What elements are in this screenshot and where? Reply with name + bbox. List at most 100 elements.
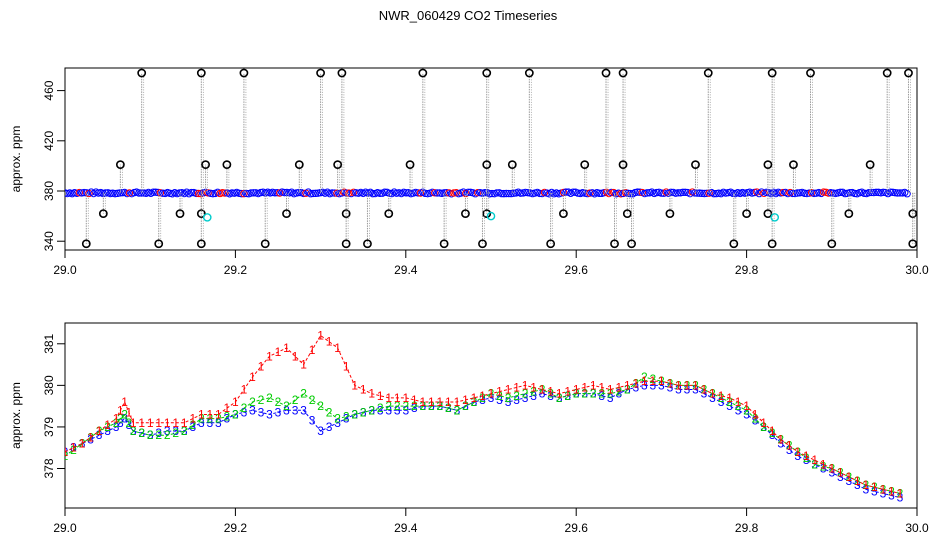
series-point-3: 3	[117, 416, 124, 430]
spike-point-lower	[763, 209, 773, 218]
baseline-point	[703, 189, 711, 197]
y-tick-label: 379	[42, 417, 56, 437]
spike-point-upper	[691, 160, 700, 170]
baseline-point	[65, 189, 69, 197]
baseline-point	[700, 189, 709, 198]
spike-point-high	[316, 68, 325, 78]
series-point-1: 1	[454, 395, 461, 409]
series-point-1: 1	[172, 416, 179, 430]
y-axis-label: approx. ppm	[9, 126, 23, 193]
series-point-1: 1	[241, 383, 248, 397]
series-point-3: 3	[641, 378, 648, 392]
series-point-3: 3	[147, 428, 154, 442]
y-axis-label: approx. ppm	[9, 382, 23, 449]
series-point-3: 3	[880, 486, 887, 500]
series-point-3: 3	[769, 428, 776, 442]
series-point-2: 2	[189, 418, 196, 432]
series-point-2: 2	[121, 407, 128, 421]
series-point-3: 3	[888, 489, 895, 503]
baseline-point	[516, 189, 525, 197]
series-point-1: 1	[411, 393, 418, 407]
baseline-point	[891, 188, 899, 197]
series-point-2: 2	[326, 405, 333, 419]
series-point-2: 2	[334, 412, 341, 426]
series-point-3: 3	[377, 403, 384, 417]
baseline-point	[636, 188, 644, 196]
spike-point-lower	[622, 209, 632, 218]
spike-point-low	[260, 239, 270, 249]
series-point-1: 1	[692, 378, 699, 392]
baseline-point	[850, 189, 859, 198]
baseline-point	[330, 189, 339, 197]
baseline-point	[154, 188, 162, 197]
baseline-point	[793, 189, 802, 197]
series-point-1: 1	[530, 380, 537, 394]
series-point-3: 3	[232, 407, 239, 421]
spike-point-lower	[341, 209, 351, 218]
series-point-2: 2	[130, 424, 137, 438]
series-point-1: 1	[258, 360, 265, 374]
baseline-point	[860, 189, 868, 197]
series-point-3: 3	[87, 432, 94, 446]
x-tick-label: 30.0	[905, 263, 929, 277]
spike-point-upper	[865, 160, 875, 170]
series-point-1: 1	[419, 395, 426, 409]
series-point-3: 3	[189, 420, 196, 434]
series-point-3: 3	[402, 403, 409, 417]
baseline-point	[151, 188, 160, 196]
series-point-1: 1	[769, 424, 776, 438]
series-point-3: 3	[164, 424, 171, 438]
series-point-1: 1	[126, 405, 133, 419]
baseline-point	[595, 189, 604, 198]
series-point-2: 2	[547, 387, 554, 401]
series-point-3: 3	[172, 424, 179, 438]
series-point-2: 2	[419, 399, 426, 413]
spike-point-lower	[461, 209, 470, 218]
spike-point-high	[882, 68, 892, 78]
series-point-3: 3	[547, 389, 554, 403]
series-point-2: 2	[309, 393, 316, 407]
series-point-1: 1	[828, 462, 835, 476]
series-point-2: 2	[505, 391, 512, 405]
series-point-1: 1	[117, 403, 124, 417]
baseline-point	[633, 188, 642, 196]
baseline-point	[442, 189, 451, 197]
x-tick-label: 29.0	[53, 263, 77, 277]
x-tick-label: 29.6	[565, 521, 589, 535]
x-tick-label: 30.0	[905, 521, 929, 535]
spike-point-upper	[115, 160, 125, 170]
series-point-3: 3	[351, 407, 358, 421]
series-point-1: 1	[547, 385, 554, 399]
baseline-point	[271, 189, 279, 197]
series-point-3: 3	[871, 484, 878, 498]
series-point-1: 1	[402, 391, 409, 405]
spike-point-lower	[665, 209, 675, 218]
spike-point-low	[546, 239, 556, 249]
series-point-3: 3	[488, 391, 495, 405]
series-point-2: 2	[117, 412, 124, 426]
baseline-point	[600, 188, 608, 197]
baseline-point	[380, 188, 389, 196]
baseline-point	[247, 189, 255, 197]
series-point-2: 2	[104, 420, 111, 434]
x-tick-label: 29.8	[735, 521, 759, 535]
series-point-3: 3	[198, 416, 205, 430]
spike-point-high	[337, 68, 347, 78]
series-point-1: 1	[777, 432, 784, 446]
series-point-3: 3	[215, 416, 222, 430]
series-point-3: 3	[845, 474, 852, 488]
spike-point-low	[81, 239, 91, 249]
baseline-point	[414, 189, 422, 197]
series-point-2: 2	[206, 412, 213, 426]
y-tick-label: 380	[42, 375, 56, 395]
spike-point-low	[908, 239, 917, 249]
spike-point-lower	[282, 209, 291, 218]
series-point-2: 2	[258, 393, 265, 407]
series-point-3: 3	[709, 391, 716, 405]
series-point-1: 1	[70, 441, 77, 455]
baseline-point	[805, 189, 814, 197]
series-point-1: 1	[479, 389, 486, 403]
series-point-2: 2	[607, 387, 614, 401]
baseline-point	[681, 188, 689, 197]
